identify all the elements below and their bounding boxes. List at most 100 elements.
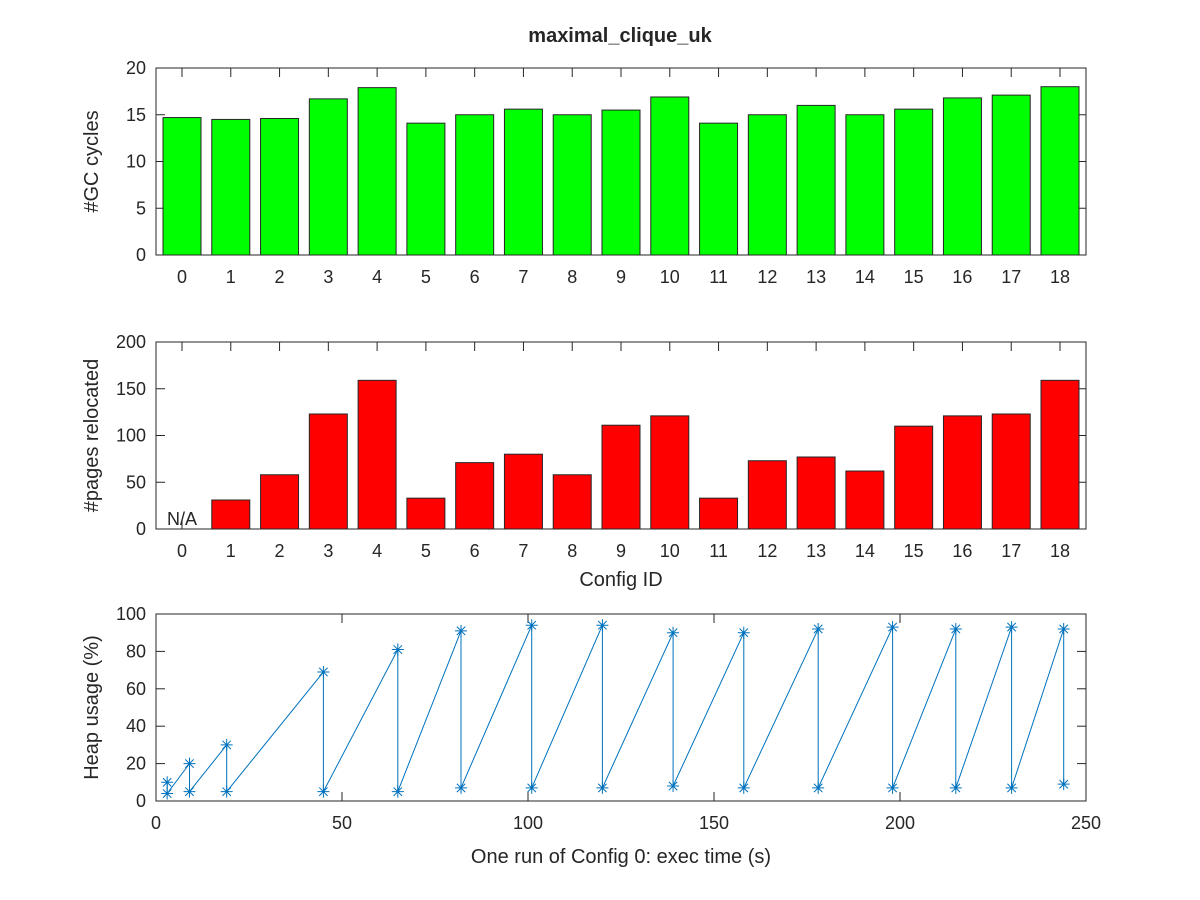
x-tick-label: 11 [709, 541, 728, 561]
y-tick-label: 200 [116, 332, 146, 352]
x-tick-label: 1 [226, 267, 236, 287]
plot-frame [155, 67, 1087, 256]
x-axis-label: Config ID [579, 569, 662, 591]
data-point-marker [1005, 621, 1018, 634]
y-axis-label: #GC cycles [81, 110, 103, 212]
y-tick-label: 0 [136, 245, 146, 265]
bar-config-4 [357, 87, 397, 256]
data-point-marker [455, 781, 468, 794]
x-tick-label: 10 [660, 541, 680, 561]
data-point-marker [161, 787, 174, 800]
heap-usage-chart: 0 20 40 60 80 100 Heap usage (%) 0 50 100 150 200 25… [81, 604, 1101, 868]
bar-config-14 [845, 470, 885, 530]
x-tick-label: 0 [177, 541, 187, 561]
y-tick-label: 60 [126, 679, 146, 699]
x-tick-label: 0 [177, 267, 187, 287]
data-point-marker [220, 785, 233, 798]
bar-config-11 [699, 497, 739, 530]
x-tick-label: 17 [1001, 541, 1021, 561]
bar-config-10 [650, 415, 690, 530]
bar-config-16 [942, 97, 982, 256]
y-tick-label: 40 [126, 716, 146, 736]
plot-frame [155, 341, 1087, 530]
y-tick-label: 20 [126, 754, 146, 774]
bar-config-0 [162, 117, 202, 256]
x-tick-label: 13 [806, 541, 826, 561]
x-tick-label: 11 [709, 267, 728, 287]
x-tick-label: 12 [757, 541, 777, 561]
x-tick-label: 6 [470, 267, 480, 287]
x-tick-label: 16 [952, 541, 972, 561]
data-point-marker [220, 738, 233, 751]
data-point-marker [667, 626, 680, 639]
data-point-marker [1005, 781, 1018, 794]
x-tick-label: 9 [616, 541, 626, 561]
data-point-marker [391, 643, 404, 656]
x-tick-label: 250 [1071, 813, 1101, 833]
x-tick-label: 13 [806, 267, 826, 287]
data-point-marker [812, 622, 825, 635]
bar-config-10 [650, 96, 690, 256]
x-tick-label: 8 [567, 541, 577, 561]
bar-config-18 [1040, 379, 1080, 530]
y-tick-label: 0 [136, 791, 146, 811]
x-tick-label: 12 [757, 267, 777, 287]
data-point-marker [737, 626, 750, 639]
x-tick-label: 2 [275, 541, 285, 561]
x-tick-label: 3 [323, 267, 333, 287]
x-tick-label: 4 [372, 267, 382, 287]
plot-frame [155, 613, 1087, 802]
y-tick-label: 80 [126, 641, 146, 661]
bar-config-3 [308, 98, 348, 256]
bar-config-16 [942, 415, 982, 530]
bar-config-14 [845, 114, 885, 256]
data-point-marker [886, 781, 899, 794]
data-point-marker [737, 781, 750, 794]
data-point-marker [525, 781, 538, 794]
data-point-marker [317, 665, 330, 678]
x-tick-label: 9 [616, 267, 626, 287]
x-axis-label: One run of Config 0: exec time (s) [471, 846, 771, 868]
bar-config-8 [552, 474, 592, 530]
data-point-marker [161, 776, 174, 789]
data-point-marker [1057, 622, 1070, 635]
heap-usage-series-line [166, 625, 1065, 796]
bar-config-13 [796, 456, 836, 530]
x-tick-label: 2 [275, 267, 285, 287]
bar-config-3 [308, 413, 348, 530]
data-point-marker [596, 619, 609, 632]
data-point-marker [1057, 778, 1070, 791]
bar-config-17 [991, 413, 1031, 530]
x-tick-label: 17 [1001, 267, 1021, 287]
y-tick-label: 10 [126, 152, 146, 172]
data-point-marker [812, 781, 825, 794]
y-tick-label: 15 [126, 105, 146, 125]
bar-config-9 [601, 109, 641, 256]
x-tick-label: 6 [470, 541, 480, 561]
data-point-marker [949, 622, 962, 635]
bar-config-1 [211, 118, 251, 256]
bar-config-12 [747, 114, 787, 256]
bar-config-17 [991, 94, 1031, 256]
x-tick-label: 8 [567, 267, 577, 287]
bar-config-5 [406, 122, 446, 256]
bar-config-9 [601, 424, 641, 530]
data-point-marker [949, 781, 962, 794]
y-axis-label: #pages relocated [81, 359, 103, 512]
data-point-marker [596, 781, 609, 794]
x-tick-label: 15 [904, 541, 924, 561]
y-axis-label: Heap usage (%) [81, 635, 103, 780]
x-tick-label: 3 [323, 541, 333, 561]
data-point-marker [391, 785, 404, 798]
x-tick-label: 4 [372, 541, 382, 561]
bar-annotation: N/A [167, 509, 197, 529]
data-point-marker [886, 621, 899, 634]
x-tick-label: 150 [699, 813, 729, 833]
y-tick-label: 20 [126, 58, 146, 78]
x-tick-label: 200 [885, 813, 915, 833]
x-tick-label: 100 [513, 813, 543, 833]
x-tick-label: 18 [1050, 267, 1070, 287]
